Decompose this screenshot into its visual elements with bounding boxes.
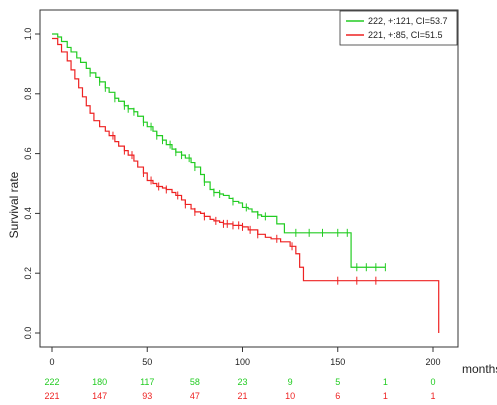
risk-count: 6: [335, 391, 340, 401]
y-tick-label: 0.0: [23, 327, 33, 340]
legend-box: [339, 10, 458, 46]
risk-count: 5: [335, 377, 340, 387]
risk-count: 180: [92, 377, 107, 387]
legend-label-2: 221, +:85, CI=51.5: [368, 30, 443, 40]
series-layer: [52, 33, 440, 333]
risk-count: 23: [237, 377, 247, 387]
series-line-1: [52, 33, 386, 268]
risk-count: 117: [140, 377, 154, 387]
risk-count: 1: [383, 377, 388, 387]
x-tick-label: 100: [235, 357, 250, 367]
y-tick-label: 0.4: [23, 207, 33, 220]
plot-frame: [39, 9, 459, 348]
risk-count: 222: [44, 377, 59, 387]
x-tick-label: 200: [425, 357, 440, 367]
risk-count: 10: [285, 391, 295, 401]
risk-count: 21: [237, 391, 247, 401]
risk-count: 221: [44, 391, 59, 401]
legend-label-1: 222, +:121, CI=53.7: [368, 16, 448, 26]
y-axis-label: Survival rate: [7, 171, 21, 238]
y-tick-label: 0.8: [23, 88, 33, 101]
y-axis: 0.0 0.2 0.4 0.6 0.8 1.0: [23, 28, 40, 340]
y-tick-label: 0.2: [23, 267, 33, 280]
y-tick-label: 0.6: [23, 147, 33, 160]
risk-count: 1: [430, 391, 435, 401]
y-tick-label: 1.0: [23, 28, 33, 41]
x-tick-label: 0: [49, 357, 54, 367]
risk-count: 47: [190, 391, 200, 401]
risk-count: 1: [383, 391, 388, 401]
series-line-2: [52, 37, 440, 333]
x-axis: 0 50 100 150 200: [49, 347, 441, 367]
x-tick-label: 50: [142, 357, 152, 367]
risk-count: 58: [190, 377, 200, 387]
risk-count: 93: [142, 391, 152, 401]
x-tick-label: 150: [330, 357, 345, 367]
risk-count: 0: [430, 377, 435, 387]
risk-count: 9: [288, 377, 293, 387]
x-axis-unit-label: months: [462, 362, 497, 376]
risk-count: 147: [92, 391, 107, 401]
legend: 222, +:121, CI=53.7 221, +:85, CI=51.5: [339, 10, 458, 46]
